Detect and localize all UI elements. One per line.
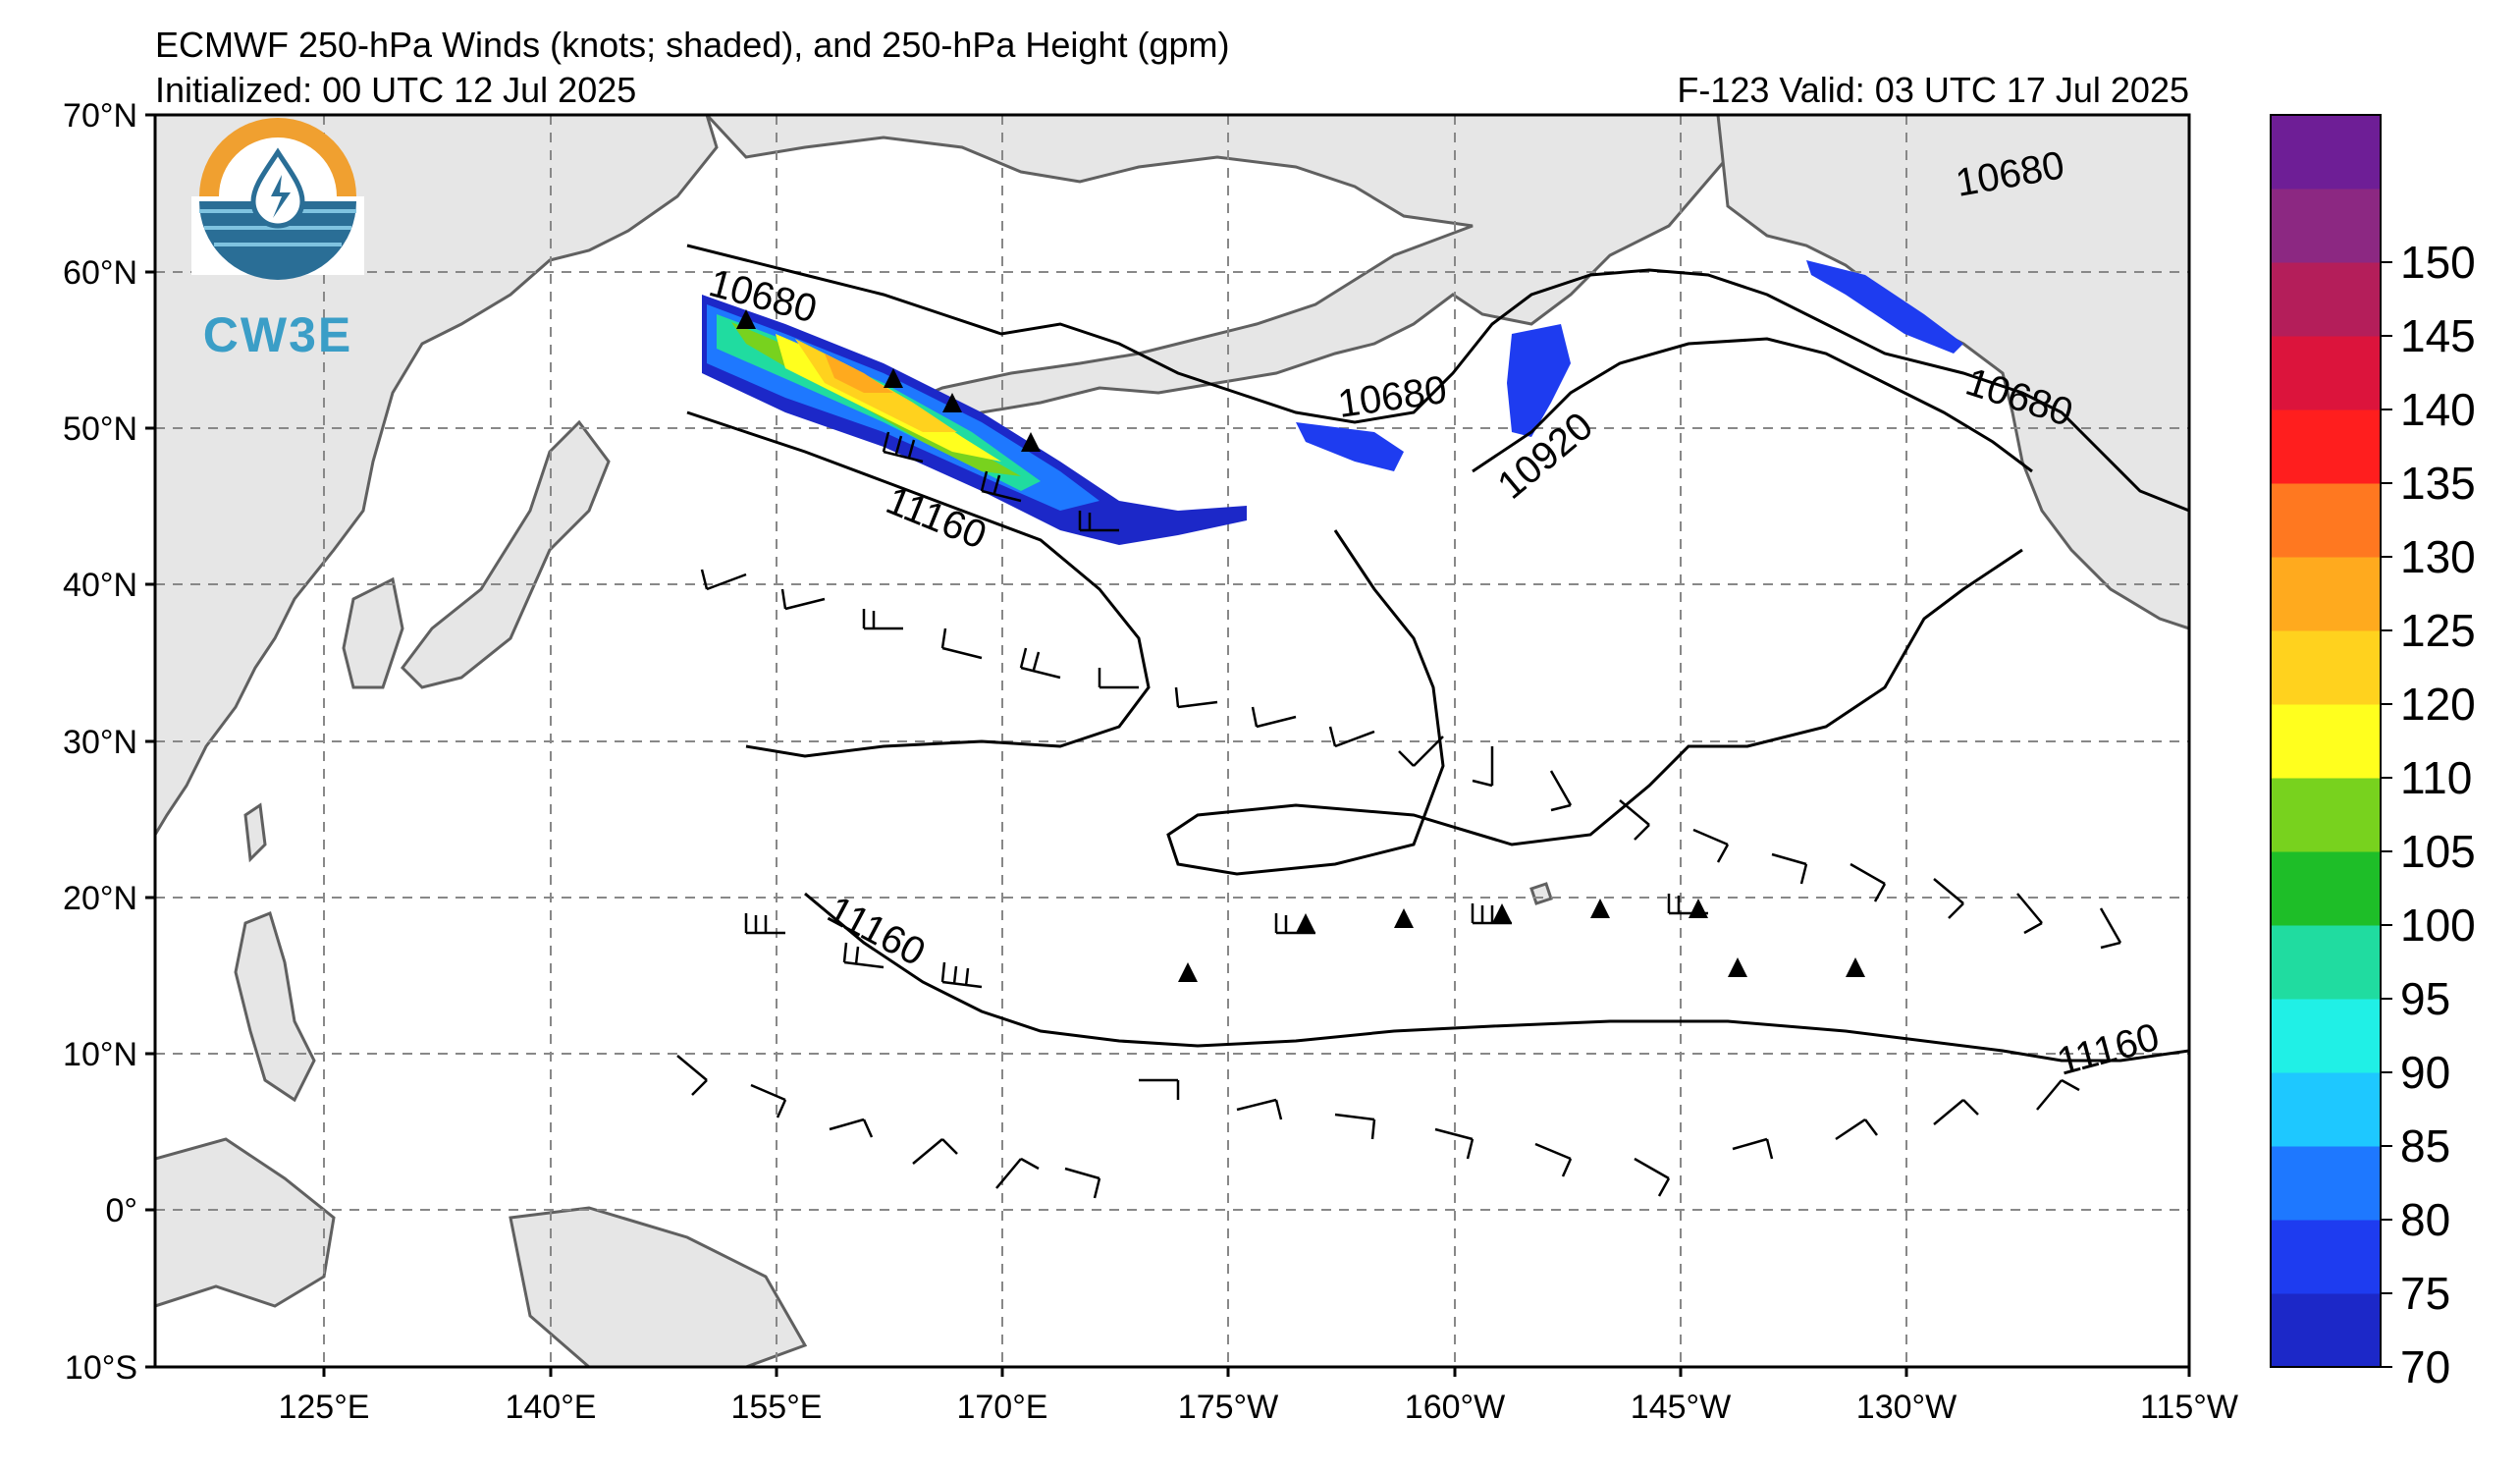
- colorbar-swatch: [2271, 189, 2381, 263]
- hawaii-land: [1529, 882, 1553, 905]
- colorbar-swatch: [2271, 925, 2381, 1000]
- colorbar-swatch: [2271, 1072, 2381, 1147]
- colorbar-swatches: [2271, 115, 2381, 1368]
- lat-labels: 70°N 60°N 50°N 40°N 30°N 20°N 10°N 0° 10…: [63, 97, 137, 1387]
- lat-label: 20°N: [63, 880, 137, 917]
- colorbar-label: 105: [2400, 826, 2476, 877]
- colorbar-label: 90: [2400, 1047, 2450, 1098]
- colorbar-swatch: [2271, 557, 2381, 631]
- lon-label: 125°E: [278, 1389, 369, 1426]
- lat-label: 70°N: [63, 97, 137, 135]
- lon-label: 155°E: [730, 1389, 822, 1426]
- north-america-land: [1716, 115, 2189, 630]
- colorbar: 70 75 80 85 90 95 100 105 110 120 125 130 135 140 145 1…: [2270, 114, 2476, 1392]
- colorbar-swatch: [2271, 336, 2381, 410]
- alaska-land: [704, 115, 1730, 434]
- colorbar-label: 145: [2400, 310, 2476, 361]
- colorbar-swatch: [2271, 704, 2381, 779]
- water-drop-lightning-icon: [191, 118, 364, 280]
- colorbar-label: 130: [2400, 531, 2476, 582]
- lon-label: 115°W: [2140, 1389, 2238, 1426]
- lat-label: 10°N: [63, 1036, 137, 1073]
- colorbar-label: 140: [2400, 384, 2476, 435]
- colorbar-swatch: [2271, 1293, 2381, 1368]
- colorbar-label: 95: [2400, 973, 2450, 1024]
- lon-label: 160°W: [1405, 1389, 1505, 1426]
- colorbar-swatch: [2271, 851, 2381, 926]
- init-time: Initialized: 00 UTC 12 Jul 2025: [155, 70, 636, 110]
- colorbar-swatch: [2271, 483, 2381, 558]
- colorbar-label: 110: [2400, 752, 2472, 803]
- logo-text: CW3E: [203, 307, 352, 362]
- indonesia-land: [155, 1137, 336, 1308]
- lon-label: 170°E: [956, 1389, 1047, 1426]
- colorbar-swatch: [2271, 630, 2381, 705]
- asia-land: [155, 115, 719, 838]
- colorbar-label: 150: [2400, 237, 2476, 288]
- colorbar-swatch: [2271, 778, 2381, 852]
- colorbar-swatch: [2271, 262, 2381, 337]
- lon-label: 140°E: [505, 1389, 596, 1426]
- wind-pennants: [736, 309, 1865, 982]
- lon-label: 130°W: [1856, 1389, 1957, 1426]
- colorbar-swatch: [2271, 1146, 2381, 1221]
- colorbar-ticks: 70 75 80 85 90 95 100 105 110 120 125 130 135 140 145 1…: [2381, 237, 2476, 1392]
- map-title: ECMWF 250-hPa Winds (knots; shaded), and…: [155, 25, 1229, 65]
- korea-land: [342, 576, 404, 689]
- jet-stream-shading: [702, 260, 1963, 545]
- colorbar-label: 70: [2400, 1341, 2450, 1392]
- colorbar-label: 80: [2400, 1194, 2450, 1245]
- lat-label: 60°N: [63, 254, 137, 292]
- lat-label: 50°N: [63, 410, 137, 448]
- cw3e-logo: CW3E: [191, 118, 364, 362]
- map-area: 10680 10680 10680 10680 10920 11160 1116…: [155, 115, 2189, 1367]
- japan-land: [401, 419, 611, 689]
- colorbar-swatch: [2271, 409, 2381, 484]
- valid-time: F-123 Valid: 03 UTC 17 Jul 2025: [1677, 70, 2189, 110]
- colorbar-label: 100: [2400, 900, 2476, 951]
- lat-lon-grid: [155, 115, 2189, 1367]
- colorbar-label: 75: [2400, 1268, 2450, 1319]
- lat-label: 0°: [105, 1192, 137, 1229]
- colorbar-label: 85: [2400, 1120, 2450, 1172]
- colorbar-label: 125: [2400, 605, 2476, 656]
- colorbar-swatch: [2271, 999, 2381, 1073]
- lon-label: 175°W: [1178, 1389, 1278, 1426]
- lon-label: 145°W: [1631, 1389, 1731, 1426]
- lat-label: 10°S: [65, 1349, 137, 1387]
- philippines-land: [234, 910, 316, 1103]
- new-guinea-land: [509, 1206, 808, 1367]
- colorbar-swatch: [2271, 1220, 2381, 1294]
- lon-labels: 125°E 140°E 155°E 170°E 175°W 160°W 145°…: [278, 1389, 2237, 1426]
- colorbar-label: 120: [2400, 679, 2476, 730]
- colorbar-label: 135: [2400, 458, 2476, 509]
- taiwan-land: [243, 802, 267, 863]
- lat-label: 40°N: [63, 567, 137, 604]
- axis-ticks: [145, 113, 2191, 1377]
- lat-label: 30°N: [63, 724, 137, 761]
- colorbar-swatch: [2271, 115, 2381, 190]
